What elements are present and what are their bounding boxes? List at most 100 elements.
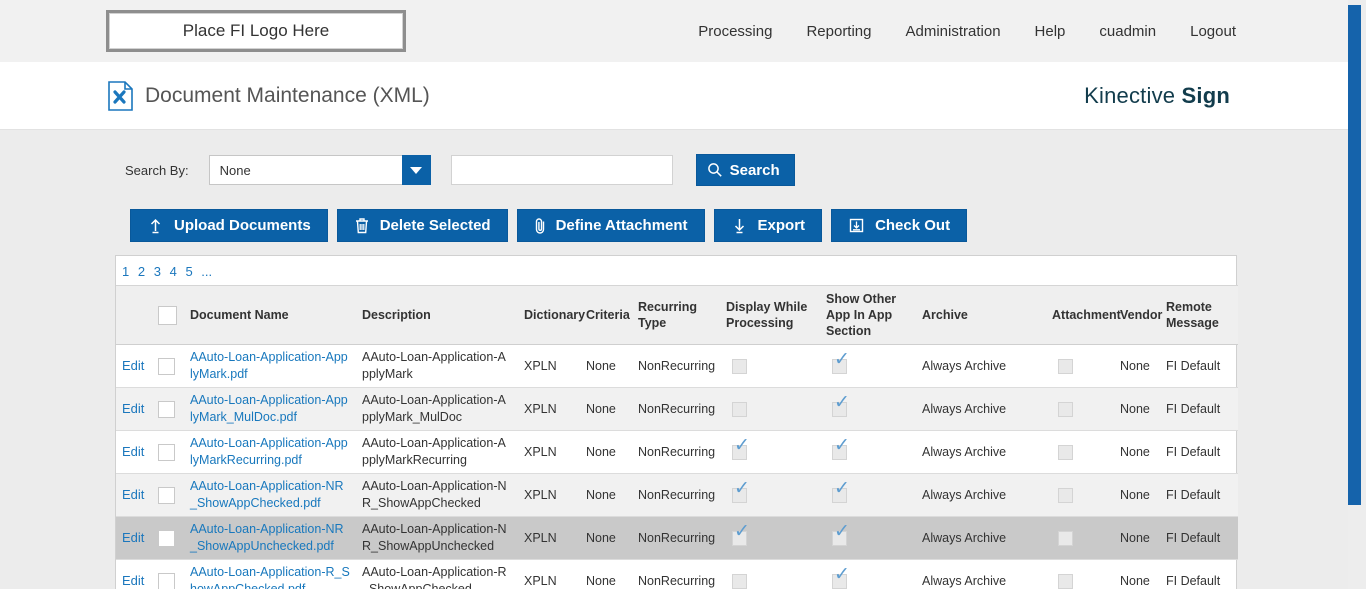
- select-all-checkbox[interactable]: [158, 306, 177, 325]
- dictionary-cell: XPLN: [518, 517, 580, 560]
- row-select-checkbox[interactable]: [158, 401, 175, 418]
- edit-link[interactable]: Edit: [122, 358, 144, 373]
- archive-cell: Always Archive: [916, 388, 1046, 431]
- table-row: Edit AAuto-Loan-Application-ApplyMark.pd…: [116, 345, 1238, 388]
- document-name-link[interactable]: AAuto-Loan-Application-ApplyMark_MulDoc.…: [190, 393, 348, 424]
- vendor-cell: None: [1114, 474, 1160, 517]
- archive-cell: Always Archive: [916, 560, 1046, 589]
- define-attachment-button[interactable]: Define Attachment: [517, 209, 705, 242]
- search-button-label: Search: [730, 162, 780, 179]
- document-name-link[interactable]: AAuto-Loan-Application-NR_ShowAppChecked…: [190, 479, 344, 510]
- table-row-selected: Edit AAuto-Loan-Application-NR_ShowAppUn…: [116, 517, 1238, 560]
- dictionary-cell: XPLN: [518, 474, 580, 517]
- criteria-cell: None: [580, 474, 632, 517]
- edit-link[interactable]: Edit: [122, 573, 144, 588]
- col-remote-message: Remote Message: [1160, 286, 1238, 345]
- document-xml-icon: [107, 81, 133, 111]
- show-other-app-checkbox: [832, 445, 847, 460]
- display-while-processing-checkbox: [732, 402, 747, 417]
- remote-message-cell: FI Default: [1160, 431, 1238, 474]
- page-title: Document Maintenance (XML): [145, 84, 430, 108]
- nav-logout[interactable]: Logout: [1190, 23, 1236, 40]
- brand-bold: Sign: [1182, 83, 1230, 108]
- select-dropdown-button[interactable]: [402, 155, 431, 185]
- col-recurring-type: Recurring Type: [632, 286, 720, 345]
- check-out-button[interactable]: Check Out: [831, 209, 967, 242]
- row-select-checkbox[interactable]: [158, 444, 175, 461]
- col-archive: Archive: [916, 286, 1046, 345]
- attachment-checkbox: [1058, 445, 1073, 460]
- page-link-2[interactable]: 2: [138, 264, 145, 279]
- description-cell: AAuto-Loan-Application-ApplyMark_MulDoc: [356, 388, 518, 431]
- check-out-icon: [848, 217, 865, 234]
- row-select-checkbox[interactable]: [158, 487, 175, 504]
- chevron-down-icon: [410, 167, 422, 174]
- vertical-scrollbar[interactable]: [1348, 0, 1366, 589]
- col-show-other-app: Show Other App In App Section: [820, 286, 916, 345]
- document-name-link[interactable]: AAuto-Loan-Application-ApplyMarkRecurrin…: [190, 436, 348, 467]
- nav-processing[interactable]: Processing: [698, 23, 772, 40]
- brand-logo: Kinective Sign: [1084, 83, 1230, 109]
- document-name-link[interactable]: AAuto-Loan-Application-NR_ShowAppUncheck…: [190, 522, 344, 553]
- table-row: Edit AAuto-Loan-Application-ApplyMarkRec…: [116, 431, 1238, 474]
- page-link-1[interactable]: 1: [122, 264, 129, 279]
- edit-link[interactable]: Edit: [122, 401, 144, 416]
- scrollbar-thumb[interactable]: [1348, 5, 1361, 505]
- upload-documents-button[interactable]: Upload Documents: [130, 209, 328, 242]
- remote-message-cell: FI Default: [1160, 517, 1238, 560]
- paperclip-icon: [534, 217, 546, 235]
- table-row: Edit AAuto-Loan-Application-ApplyMark_Mu…: [116, 388, 1238, 431]
- document-name-link[interactable]: AAuto-Loan-Application-R_ShowAppChecked.…: [190, 565, 350, 589]
- vendor-cell: None: [1114, 560, 1160, 589]
- page-link-4[interactable]: 4: [170, 264, 177, 279]
- search-by-select[interactable]: None: [209, 155, 431, 185]
- vendor-cell: None: [1114, 517, 1160, 560]
- col-document-name: Document Name: [184, 286, 356, 345]
- show-other-app-checkbox: [832, 574, 847, 589]
- upload-documents-label: Upload Documents: [174, 217, 311, 234]
- nav-help[interactable]: Help: [1035, 23, 1066, 40]
- col-display-while-processing: Display While Processing: [720, 286, 820, 345]
- col-attachment: Attachment: [1046, 286, 1114, 345]
- fi-logo-placeholder: Place FI Logo Here: [106, 10, 406, 52]
- display-while-processing-checkbox: [732, 574, 747, 589]
- attachment-checkbox: [1058, 402, 1073, 417]
- vendor-cell: None: [1114, 431, 1160, 474]
- row-select-checkbox[interactable]: [158, 573, 175, 589]
- trash-icon: [354, 217, 370, 234]
- export-download-icon: [731, 217, 748, 234]
- documents-table: Document Name Description Dictionary Cri…: [116, 285, 1238, 589]
- search-input[interactable]: [451, 155, 673, 185]
- edit-link[interactable]: Edit: [122, 487, 144, 502]
- page-link-3[interactable]: 3: [154, 264, 161, 279]
- row-select-checkbox[interactable]: [158, 358, 175, 375]
- check-out-label: Check Out: [875, 217, 950, 234]
- dictionary-cell: XPLN: [518, 388, 580, 431]
- edit-link[interactable]: Edit: [122, 444, 144, 459]
- row-select-checkbox[interactable]: [158, 530, 175, 547]
- dictionary-cell: XPLN: [518, 560, 580, 589]
- top-bar: Place FI Logo Here Processing Reporting …: [0, 0, 1366, 62]
- archive-cell: Always Archive: [916, 431, 1046, 474]
- attachment-checkbox: [1058, 574, 1073, 589]
- page-link-5[interactable]: 5: [185, 264, 192, 279]
- document-name-link[interactable]: AAuto-Loan-Application-ApplyMark.pdf: [190, 350, 348, 381]
- page-link-more[interactable]: ...: [201, 264, 212, 279]
- show-other-app-checkbox: [832, 531, 847, 546]
- nav-user-cuadmin[interactable]: cuadmin: [1099, 23, 1156, 40]
- dictionary-cell: XPLN: [518, 345, 580, 388]
- recurring-type-cell: NonRecurring: [632, 388, 720, 431]
- vendor-cell: None: [1114, 345, 1160, 388]
- col-criteria: Criteria: [580, 286, 632, 345]
- criteria-cell: None: [580, 345, 632, 388]
- export-button[interactable]: Export: [714, 209, 823, 242]
- search-button[interactable]: Search: [696, 154, 795, 186]
- delete-selected-label: Delete Selected: [380, 217, 491, 234]
- delete-selected-button[interactable]: Delete Selected: [337, 209, 508, 242]
- nav-administration[interactable]: Administration: [906, 23, 1001, 40]
- edit-link[interactable]: Edit: [122, 530, 144, 545]
- documents-grid: 1 2 3 4 5 ... Document Name Description …: [115, 255, 1237, 589]
- nav-reporting[interactable]: Reporting: [806, 23, 871, 40]
- archive-cell: Always Archive: [916, 345, 1046, 388]
- vendor-cell: None: [1114, 388, 1160, 431]
